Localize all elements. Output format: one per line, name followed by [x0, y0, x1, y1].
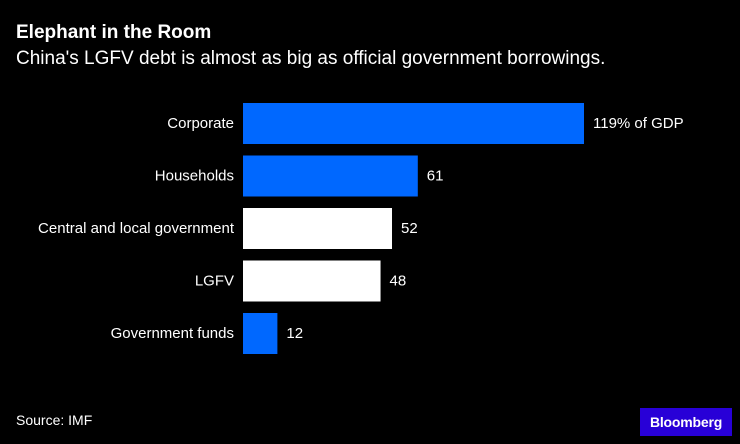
value-label: 61: [427, 168, 444, 185]
bloomberg-logo: Bloomberg: [640, 408, 732, 436]
value-label: 12: [286, 325, 303, 342]
category-label: Government funds: [111, 325, 234, 342]
bar-central-and-local-government: [243, 208, 393, 249]
chart-subtitle: China's LGFV debt is almost as big as of…: [16, 48, 606, 69]
value-label: 48: [390, 273, 407, 290]
category-label: LGFV: [195, 273, 234, 290]
category-label: Central and local government: [38, 220, 235, 237]
source-note: Source: IMF: [16, 412, 93, 428]
bar-households: [243, 155, 418, 197]
value-label: 52: [401, 220, 418, 237]
category-label: Corporate: [167, 115, 234, 132]
value-label: 119% of GDP: [593, 115, 684, 132]
chart-title: Elephant in the Room: [16, 22, 212, 43]
bar-corporate: [243, 103, 584, 144]
bar-government-funds: [243, 313, 278, 354]
category-label: Households: [155, 168, 234, 185]
bar-lgfv: [243, 260, 381, 302]
